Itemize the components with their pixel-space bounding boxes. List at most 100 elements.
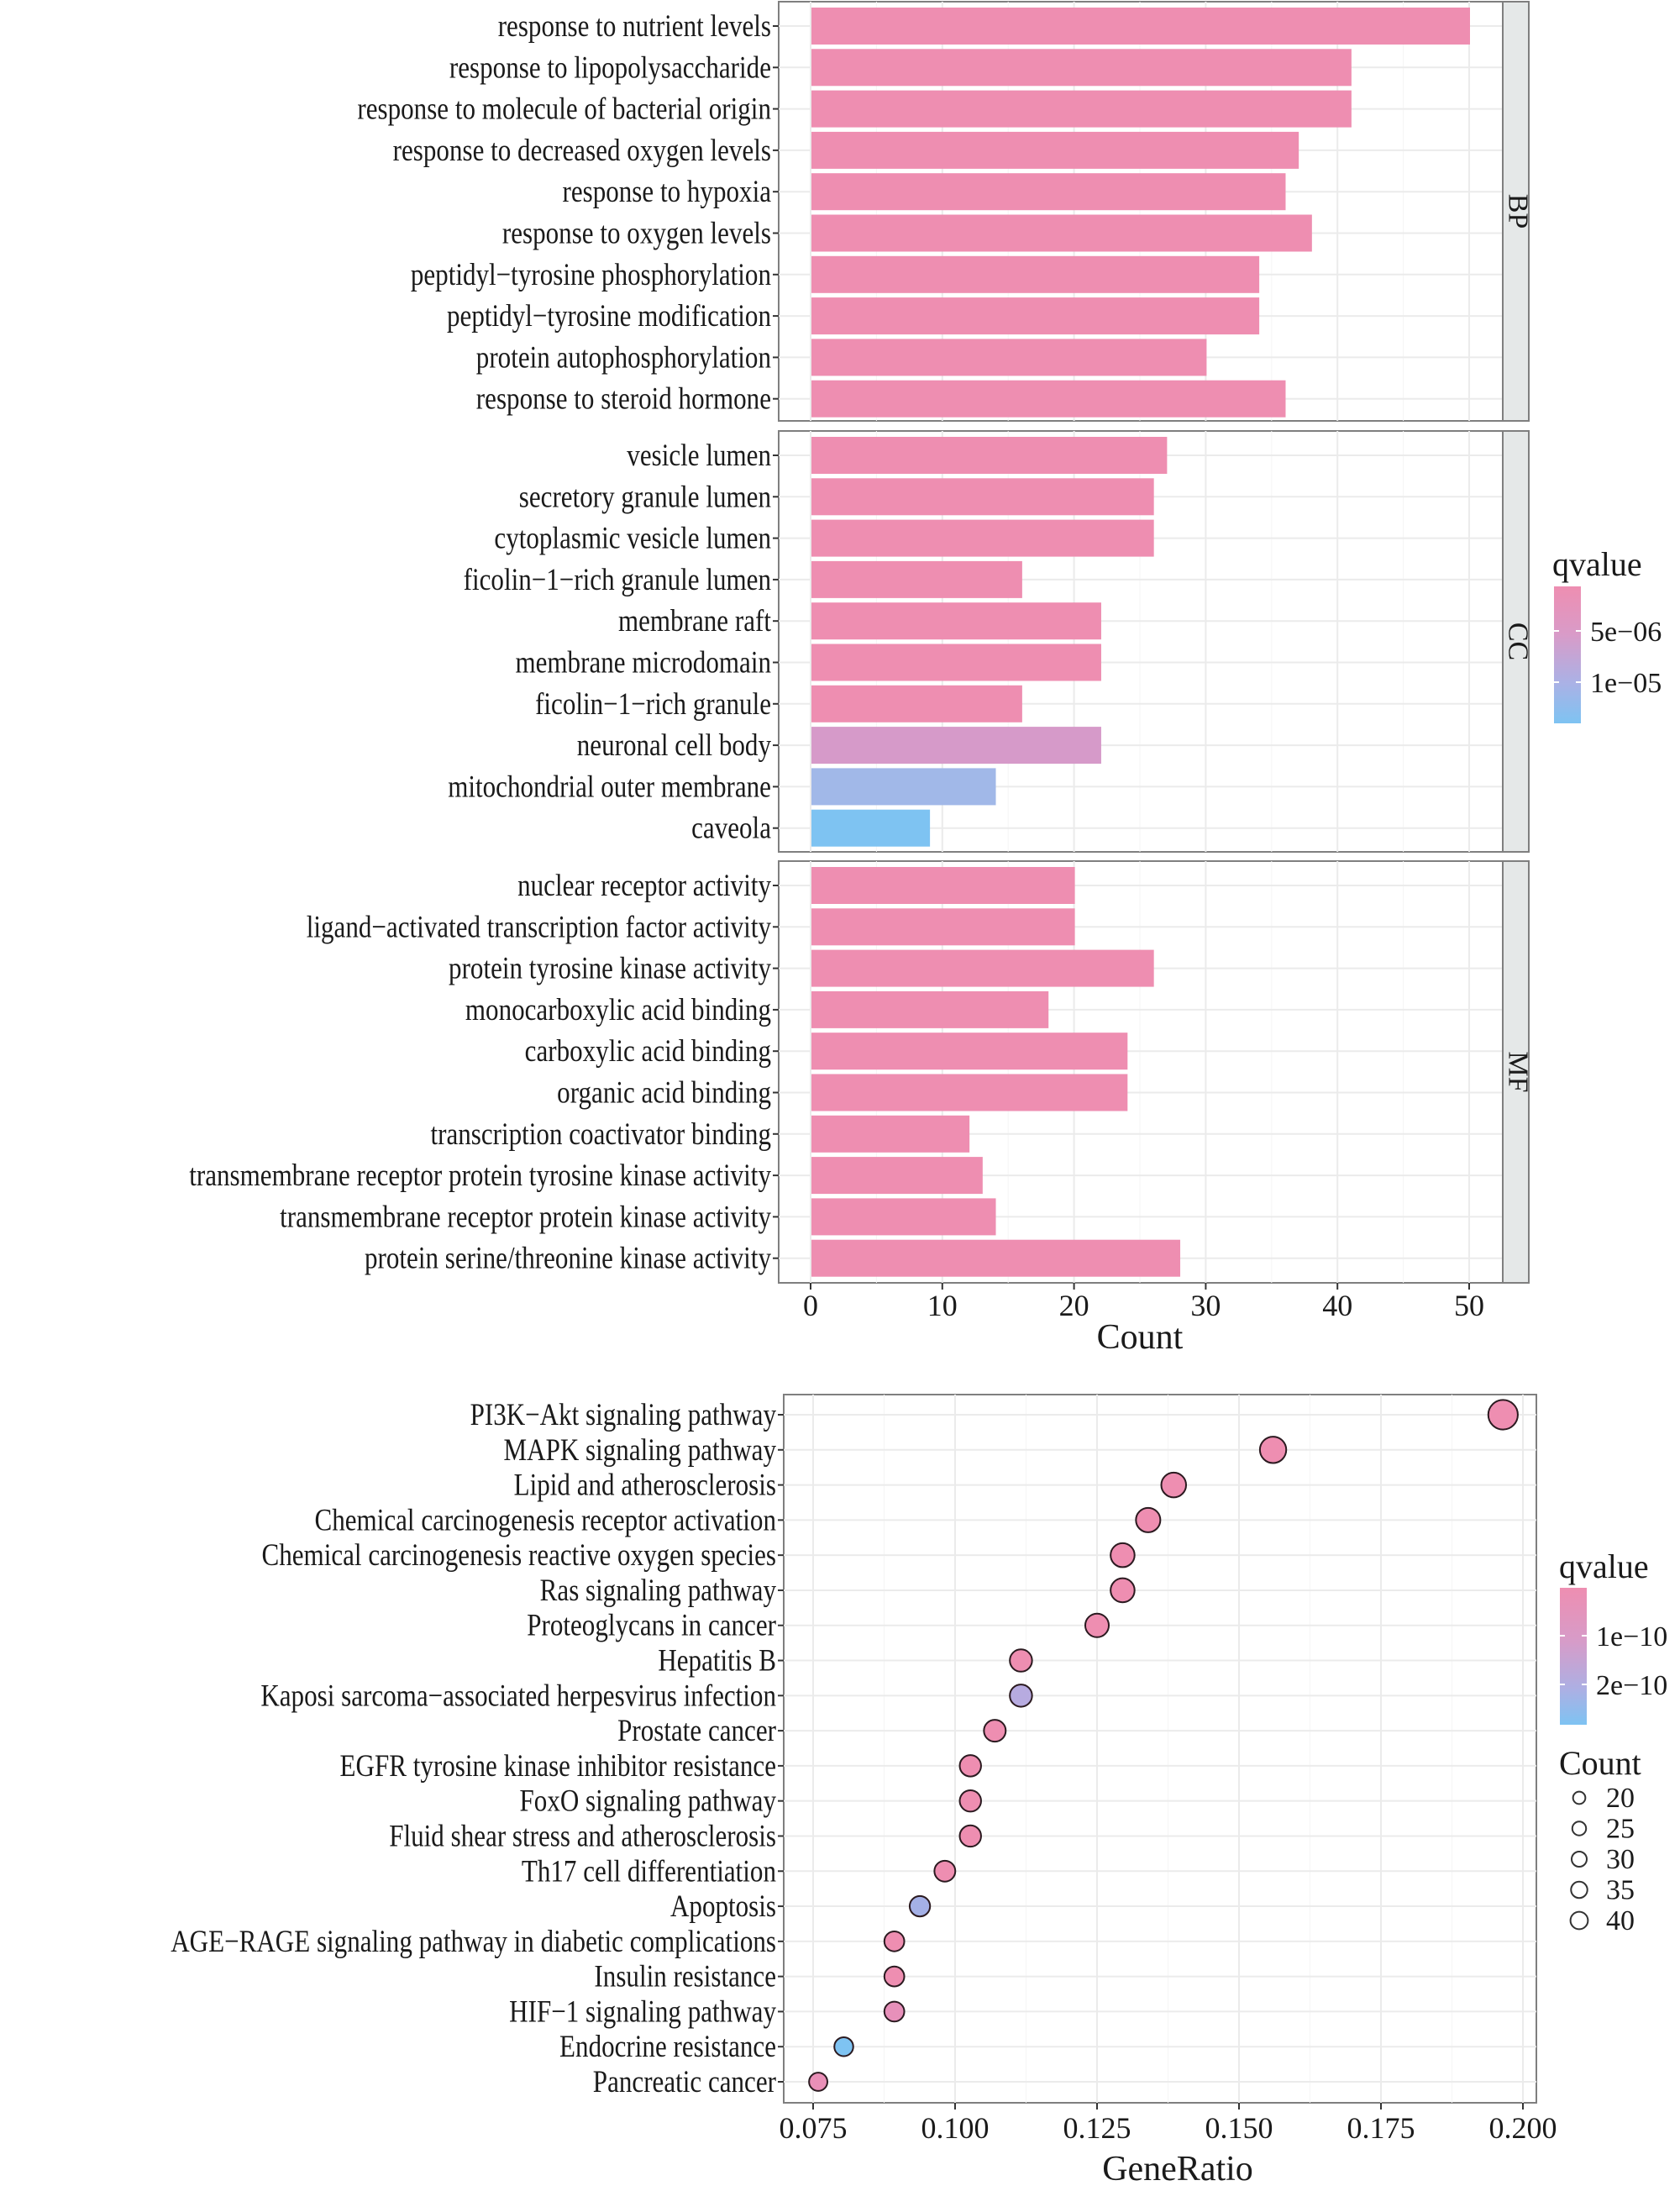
bar — [811, 1032, 1128, 1070]
data-point — [983, 1719, 1007, 1743]
bar — [811, 214, 1312, 252]
y-tick-label: protein serine/threonine kinase activity — [365, 1242, 771, 1275]
x-tick-label: 20 — [1059, 1289, 1089, 1322]
bar — [811, 519, 1154, 557]
x-tick-label: 0 — [803, 1289, 818, 1322]
y-tick-label: ficolin−1−rich granule — [535, 687, 771, 721]
dot-panel-background — [783, 1394, 1537, 2104]
y-tick-label: Chemical carcinogenesis reactive oxygen … — [262, 1539, 776, 1573]
data-point — [1487, 1399, 1519, 1431]
data-point — [1110, 1542, 1136, 1568]
y-tick-label: protein tyrosine kinase activity — [449, 952, 771, 985]
bar — [811, 297, 1260, 335]
y-tick-label: Apoptosis — [670, 1890, 776, 1924]
bar — [811, 560, 1022, 598]
y-tick-label: mitochondrial outer membrane — [448, 770, 771, 804]
data-point — [1160, 1471, 1188, 1499]
dot-legend-color-title: qvalue — [1559, 1547, 1649, 1585]
y-tick-label: Kaposi sarcoma−associated herpesvirus in… — [260, 1679, 776, 1713]
y-tick-label: transcription coactivator binding — [430, 1117, 771, 1151]
data-point — [1009, 1684, 1033, 1708]
data-point — [808, 2072, 829, 2092]
x-tick-label: 0.200 — [1489, 2111, 1557, 2145]
y-tick-label: FoxO signaling pathway — [520, 1784, 776, 1818]
bar — [811, 131, 1299, 169]
y-tick-label: response to hypoxia — [562, 176, 771, 209]
y-tick-label: peptidyl−tyrosine modification — [447, 300, 771, 334]
data-point — [833, 2036, 854, 2057]
bar — [811, 990, 1049, 1028]
y-tick-label: nuclear receptor activity — [517, 870, 771, 903]
bar — [811, 1074, 1128, 1111]
y-tick-label: Th17 cell differentiation — [522, 1855, 776, 1889]
y-tick-label: transmembrane receptor protein kinase ac… — [280, 1201, 771, 1234]
bar — [811, 867, 1075, 904]
bar — [811, 1115, 970, 1153]
y-tick-label: Lipid and atherosclerosis — [514, 1469, 776, 1502]
facet-panel-mf: nuclear receptor activity ligand−activate… — [189, 860, 1534, 1284]
bar-qvalue-legend: qvalue 5e−06 1e−05 — [1552, 545, 1662, 723]
y-tick-label: ficolin−1−rich granule lumen — [464, 563, 771, 596]
y-tick-label: caveola — [691, 812, 771, 845]
bar — [811, 685, 1022, 722]
x-tick-label: 30 — [1190, 1289, 1221, 1322]
y-tick-label: response to nutrient levels — [498, 10, 771, 44]
y-tick-label: monocarboxylic acid binding — [465, 993, 771, 1027]
y-tick-label: Fluid shear stress and atherosclerosis — [389, 1820, 776, 1853]
x-tick-label: 0.125 — [1063, 2111, 1131, 2145]
y-tick-label: Insulin resistance — [594, 1960, 776, 1994]
y-tick-label: EGFR tyrosine kinase inhibitor resistanc… — [340, 1749, 776, 1783]
y-tick-label: response to steroid hormone — [476, 382, 771, 416]
y-tick-label: membrane raft — [618, 605, 771, 638]
facet-panel-bp: response to nutrient levels response to l… — [357, 1, 1534, 422]
x-tick-label: 0.075 — [780, 2111, 848, 2145]
data-point — [958, 1754, 982, 1778]
y-tick-label: Ras signaling pathway — [540, 1574, 776, 1608]
bar — [811, 1157, 983, 1195]
size-legend-label: 40 — [1606, 1905, 1635, 1936]
bar-legend-label: 5e−06 — [1590, 617, 1662, 648]
y-tick-label: Chemical carcinogenesis receptor activat… — [314, 1504, 776, 1537]
y-tick-label: secretory granule lumen — [519, 481, 771, 514]
bar — [811, 949, 1154, 987]
y-tick-label: Hepatitis B — [658, 1644, 776, 1678]
y-tick-label: AGE−RAGE signaling pathway in diabetic c… — [171, 1925, 776, 1958]
y-tick-label: organic acid binding — [557, 1076, 771, 1110]
bar — [811, 8, 1470, 45]
x-tick-label: 0.100 — [921, 2111, 990, 2145]
y-tick-label: protein autophosphorylation — [476, 341, 771, 375]
dot-legend-size-title: Count — [1559, 1744, 1641, 1782]
bar — [811, 727, 1101, 764]
bar — [811, 339, 1207, 376]
y-tick-label: neuronal cell body — [577, 729, 771, 763]
data-point — [933, 1859, 957, 1883]
dot-legend-colorbar — [1560, 1588, 1587, 1725]
bar — [811, 644, 1101, 681]
y-tick-label: Endocrine resistance — [559, 2031, 776, 2064]
facet-strip — [1502, 1, 1530, 422]
bar — [811, 908, 1075, 946]
bar — [811, 90, 1352, 128]
bar — [811, 255, 1260, 293]
data-point — [883, 2000, 906, 2023]
y-tick-label: HIF−1 signaling pathway — [509, 1995, 776, 2029]
data-point — [958, 1789, 982, 1813]
facet-strip-label: MF — [1503, 1051, 1534, 1092]
facet-strip — [1502, 860, 1530, 1284]
bar — [811, 49, 1352, 87]
y-tick-label: Prostate cancer — [617, 1715, 776, 1748]
y-tick-label: response to oxygen levels — [502, 217, 771, 250]
bar — [811, 768, 996, 806]
y-tick-label: PI3K−Akt signaling pathway — [470, 1399, 776, 1432]
y-tick-label: response to molecule of bacterial origin — [357, 92, 771, 126]
bar-x-axis-title: Count — [1097, 1318, 1184, 1357]
y-tick-label: cytoplasmic vesicle lumen — [494, 522, 771, 555]
facet-panel-cc: vesicle lumen secretory granule lumen cyto… — [448, 430, 1534, 853]
y-tick-label: Proteoglycans in cancer — [527, 1609, 776, 1642]
bar-x-axis: 0 10 20 30 40 50 — [803, 1283, 1484, 1322]
facet-strip — [1502, 430, 1530, 853]
x-tick-label: 40 — [1322, 1289, 1352, 1322]
